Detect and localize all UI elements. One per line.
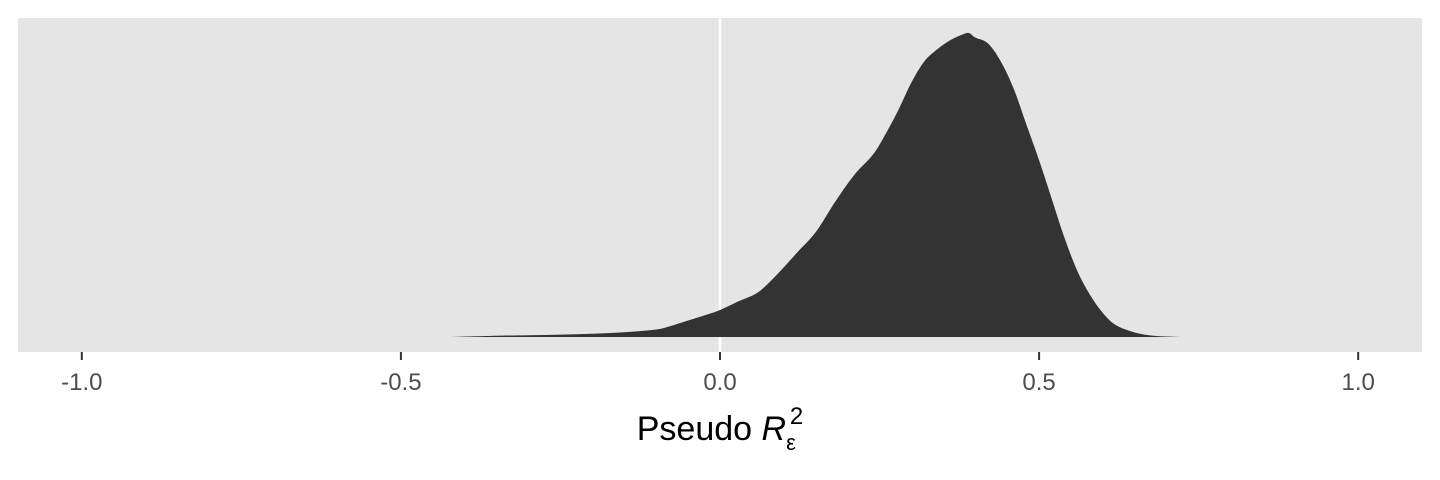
x-tick-label: 1.0 bbox=[1341, 369, 1374, 396]
x-axis-title-subscript: ε bbox=[786, 430, 796, 455]
x-axis-title: Pseudo Rε2 bbox=[637, 403, 804, 455]
x-axis-title-superscript: 2 bbox=[790, 403, 803, 430]
x-tick-label: -1.0 bbox=[61, 369, 102, 396]
density-area bbox=[451, 32, 1180, 337]
x-axis: -1.0 -0.5 0.0 0.5 1.0 bbox=[61, 352, 1375, 396]
x-axis-title-prefix: Pseudo bbox=[637, 410, 762, 448]
x-tick-label: 0.0 bbox=[703, 369, 736, 396]
x-tick-label: -0.5 bbox=[380, 369, 421, 396]
x-tick-label: 0.5 bbox=[1022, 369, 1055, 396]
density-marks bbox=[451, 18, 1180, 352]
x-axis-title-symbol: R bbox=[762, 410, 787, 448]
